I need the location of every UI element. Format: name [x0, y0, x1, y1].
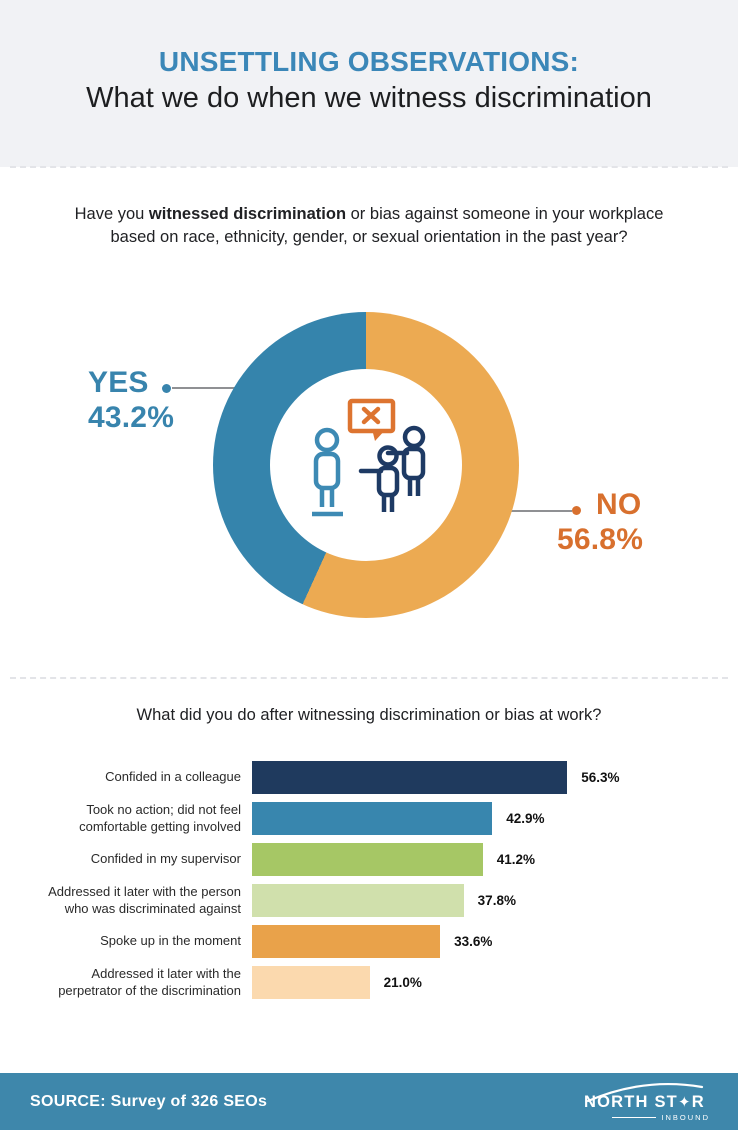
- bar-fill: [252, 843, 483, 876]
- bar-fill: [252, 925, 441, 958]
- logo-star-icon: ✦: [677, 1092, 692, 1111]
- bar-row: Confided in my supervisor 41.2%: [40, 843, 710, 876]
- pointing-person-small-icon: [358, 445, 400, 512]
- bar-value-label: 41.2%: [496, 852, 535, 867]
- bar-category-label: Addressed it later with the perpetrator …: [58, 965, 241, 998]
- bar-row: Took no action; did not feel comfortable…: [40, 802, 710, 835]
- footer: SOURCE: Survey of 326 SEOs NORTH ST✦R IN…: [0, 1073, 738, 1130]
- bar-row: Confided in a colleague 56.3%: [40, 761, 710, 794]
- northstar-logo: NORTH ST✦R INBOUND: [584, 1079, 710, 1125]
- page-title: UNSETTLING OBSERVATIONS:: [158, 46, 580, 77]
- bar-value-label: 37.8%: [477, 893, 516, 908]
- bar-value-label: 56.3%: [581, 770, 620, 785]
- question-text-prefix: Have you: [74, 205, 149, 223]
- page-subtitle: What we do when we witness discriminatio…: [86, 82, 652, 114]
- donut-question: Have you witnessed discrimination or bia…: [69, 203, 669, 250]
- pointing-person-tall-icon: [385, 425, 426, 496]
- header: UNSETTLING OBSERVATIONS: What we do when…: [0, 0, 738, 167]
- bar-value-label: 33.6%: [454, 934, 493, 949]
- no-callout-line: [500, 510, 572, 512]
- donut-hole: [270, 369, 462, 561]
- bar-category-label: Confided in my supervisor: [90, 851, 241, 867]
- bar-category-label: Took no action; did not feel comfortable…: [79, 801, 241, 834]
- no-slice-value: 56.8%: [557, 523, 644, 556]
- logo-text-inbound: INBOUND: [661, 1112, 710, 1122]
- bar-chart: Confided in a colleague 56.3% Took no acti…: [40, 761, 710, 1007]
- logo-text-r: R: [691, 1092, 705, 1111]
- dashed-divider: [10, 166, 728, 168]
- logo-inbound-line: INBOUND: [612, 1113, 710, 1122]
- logo-dash-icon: [612, 1116, 657, 1118]
- bar-fill: [252, 966, 370, 999]
- bar-fill: [252, 761, 568, 794]
- dashed-divider: [10, 677, 728, 679]
- source-text: SOURCE: Survey of 326 SEOs: [30, 1092, 268, 1110]
- bystander-person-icon: [312, 427, 343, 517]
- yes-slice-value: 43.2%: [88, 401, 175, 434]
- bar-category-label: Confided in a colleague: [105, 769, 241, 785]
- bar-chart-title: What did you do after witnessing discrim…: [136, 706, 602, 724]
- yes-callout-dot: [162, 384, 171, 393]
- bar-value-label: 42.9%: [506, 811, 545, 826]
- bar-row: Addressed it later with the person who w…: [40, 884, 710, 917]
- bar-value-label: 21.0%: [383, 975, 422, 990]
- question-text-suffix: or bias against someone in your workplac…: [110, 205, 664, 247]
- logo-wordmark: NORTH ST✦R: [584, 1093, 705, 1112]
- donut-chart: [213, 312, 519, 618]
- bar-fill: [252, 884, 464, 917]
- bar-fill: [252, 802, 493, 835]
- yes-slice-label: YES: [88, 366, 149, 399]
- witness-discrimination-icon: [312, 398, 426, 517]
- no-slice-label: NO: [596, 488, 642, 521]
- bar-row: Spoke up in the moment 33.6%: [40, 925, 710, 958]
- logo-arc-swoosh-icon: [586, 1082, 704, 1102]
- bar-category-label: Addressed it later with the person who w…: [48, 883, 241, 916]
- logo-text-north-st: NORTH ST: [584, 1092, 678, 1111]
- bar-row: Addressed it later with the perpetrator …: [40, 966, 710, 999]
- speech-bubble-x-icon: [347, 398, 396, 441]
- yes-callout-line: [172, 387, 246, 389]
- question-text-bold: witnessed discrimination: [148, 205, 347, 223]
- no-callout-dot: [572, 506, 581, 515]
- bar-category-label: Spoke up in the moment: [100, 933, 241, 949]
